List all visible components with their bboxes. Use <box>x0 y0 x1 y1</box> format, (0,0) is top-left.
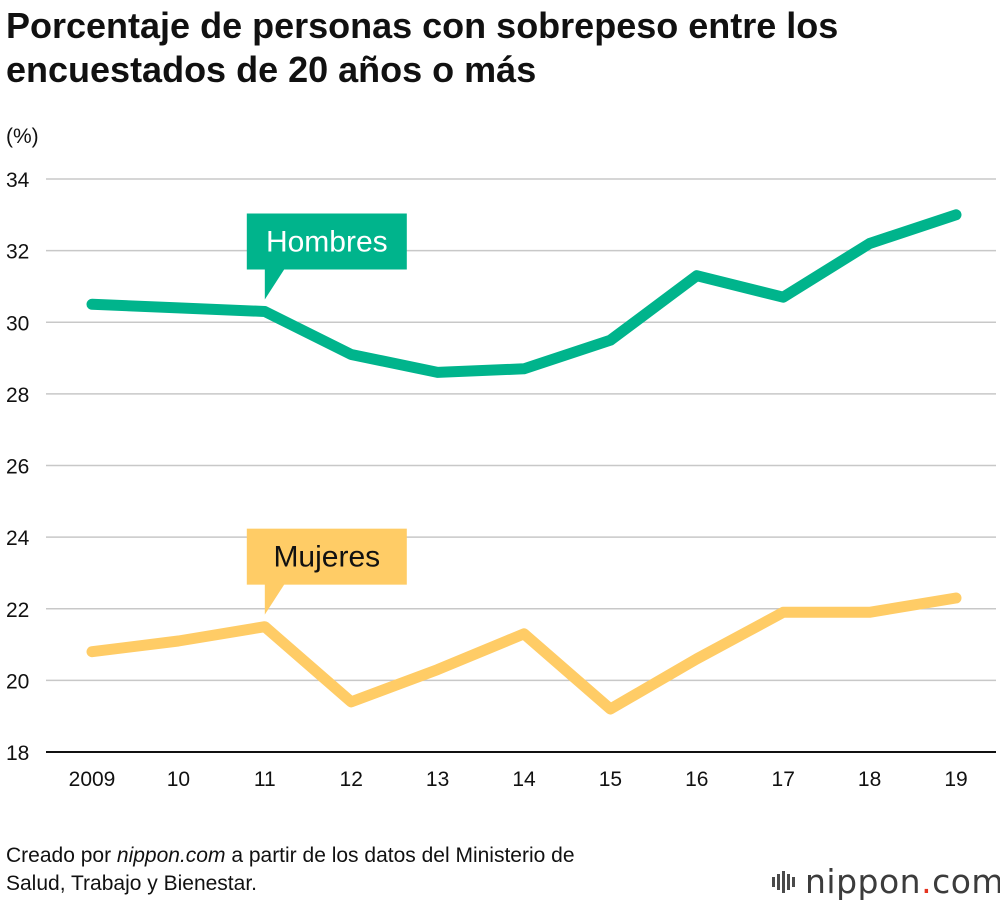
source-site: nippon.com <box>116 844 226 867</box>
source-line-2: Salud, Trabajo y Bienestar. <box>6 872 257 895</box>
logo-dot: . <box>921 862 933 901</box>
chart-title: Porcentaje de personas con sobrepeso ent… <box>6 4 986 92</box>
x-tick-label: 15 <box>599 768 622 791</box>
x-axis: 2009 10 11 12 13 14 15 16 17 18 19 <box>69 768 968 791</box>
y-tick-label: 26 <box>6 456 29 479</box>
callout-box <box>246 528 407 585</box>
series-labels: Hombres Mujeres <box>246 213 407 615</box>
series-line-hombres <box>86 209 962 378</box>
series-label-mujeres: Mujeres <box>273 541 380 574</box>
y-tick-label: 22 <box>6 599 29 622</box>
x-tick-label: 12 <box>340 768 363 791</box>
y-tick-label: 34 <box>6 169 30 192</box>
source-prefix: Creado por <box>6 844 117 867</box>
y-tick-label: 20 <box>6 670 29 693</box>
x-tick-label: 11 <box>254 768 276 791</box>
x-tick-label: 18 <box>858 768 881 791</box>
series-callout-mujeres: Mujeres <box>246 528 407 615</box>
nippon-logo: nippon. com <box>772 862 1000 901</box>
callout-box <box>246 213 407 270</box>
source-line-1: Creado por nippon.com a partir de los da… <box>6 842 726 870</box>
x-tick-label: 19 <box>944 768 967 791</box>
series-label-hombres: Hombres <box>266 226 388 259</box>
x-tick-label: 10 <box>167 768 190 791</box>
logo-tld: com <box>932 862 1000 901</box>
y-tick-label: 28 <box>6 384 29 407</box>
y-tick-label: 24 <box>6 527 30 550</box>
y-tick-label: 30 <box>6 312 29 335</box>
series-line-mujeres <box>86 592 962 715</box>
logo-name: nippon <box>805 862 922 901</box>
series-callout-hombres: Hombres <box>246 213 407 300</box>
source-suffix: a partir de los datos del Ministerio de <box>225 844 575 867</box>
grid-lines <box>46 178 996 753</box>
source-note: Creado por nippon.com a partir de los da… <box>6 842 726 898</box>
y-tick-label: 32 <box>6 241 29 264</box>
x-tick-label: 2009 <box>69 768 116 791</box>
chart-title-line-1: Porcentaje de personas con sobrepeso ent… <box>6 5 839 46</box>
y-axis: 18 20 22 24 26 28 30 32 34 <box>6 169 30 765</box>
x-tick-label: 16 <box>685 768 708 791</box>
series-lines <box>86 209 962 715</box>
chart-title-line-2: encuestados de 20 años o más <box>6 49 537 90</box>
callout-pointer <box>264 268 285 300</box>
y-unit-label: (%) <box>6 125 39 148</box>
x-tick-label: 14 <box>512 768 536 791</box>
logo-bars-icon <box>772 870 797 893</box>
callout-pointer <box>264 583 285 615</box>
x-tick-label: 13 <box>426 768 449 791</box>
y-tick-label: 18 <box>6 742 29 765</box>
x-tick-label: 17 <box>772 768 795 791</box>
